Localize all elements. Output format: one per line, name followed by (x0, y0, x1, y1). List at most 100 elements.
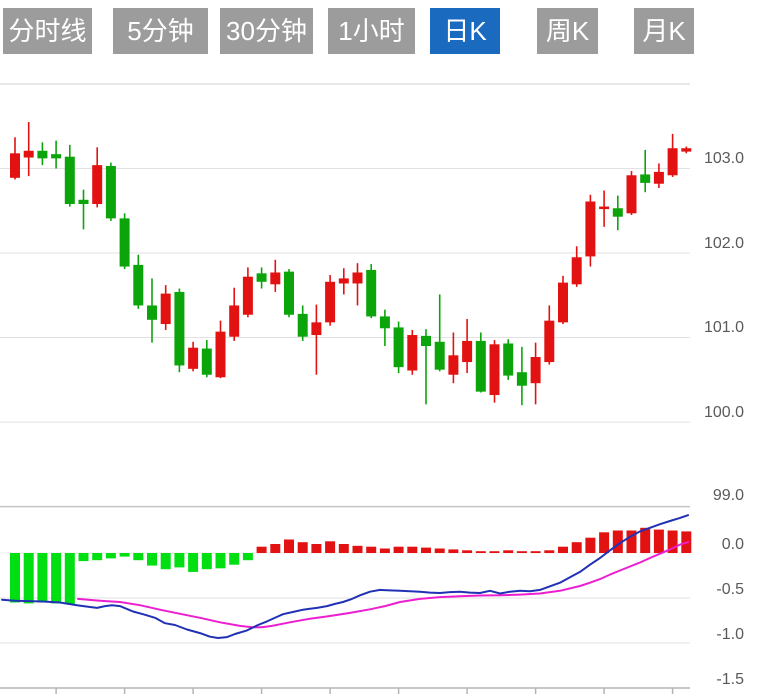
candle-body-down (379, 316, 390, 329)
tab-5min[interactable]: 5分钟 (113, 8, 208, 54)
candle-body-up (242, 276, 253, 315)
macd-histogram-bar (379, 548, 390, 553)
candle-body-down (201, 348, 212, 375)
macd-histogram-bar (242, 553, 253, 561)
macd-axis-label-0: 0.0 (721, 536, 744, 553)
macd-histogram-bar (612, 530, 623, 553)
macd-histogram-bar (393, 546, 404, 553)
macd-histogram-bar (475, 551, 486, 553)
macd-histogram-bar (10, 553, 20, 603)
tab-30min[interactable]: 30分钟 (220, 8, 313, 54)
candle-body-up (229, 305, 240, 337)
candle-body-up (352, 272, 363, 284)
candle-body-down (133, 264, 144, 306)
macd-histogram-bar (133, 553, 144, 561)
tab-weekly-k[interactable]: 周K (537, 8, 598, 54)
candle-body-down (421, 335, 431, 347)
candle-body-down (37, 150, 48, 159)
macd-histogram-bar (640, 527, 651, 553)
macd-histogram-bar (270, 544, 281, 553)
macd-histogram-bar (544, 550, 555, 553)
macd-histogram-bar (188, 553, 199, 572)
macd-histogram-bar (626, 530, 637, 553)
macd-histogram-bar (174, 553, 185, 568)
macd-histogram-bar (407, 546, 418, 553)
candle-body-down (297, 313, 308, 337)
price-axis-label-101: 101.0 (703, 319, 744, 336)
macd-histogram-bar (516, 551, 527, 553)
tab-timeline[interactable]: 分时线 (3, 8, 92, 54)
candle-body-down (366, 269, 377, 317)
candle-body-down (105, 165, 116, 219)
macd-histogram-bar (284, 539, 294, 553)
candle-body-up (462, 340, 473, 363)
price-axis-label-99: 99.0 (712, 487, 744, 504)
macd-histogram-bar (489, 551, 500, 553)
candle-body-down (393, 327, 404, 368)
macd-axis-label-m10: -1.0 (716, 626, 744, 643)
macd-histogram-bar (599, 532, 610, 553)
price-axis-label-100: 100.0 (703, 403, 744, 421)
macd-histogram-bar (51, 553, 62, 604)
candle-body-up (530, 356, 541, 384)
candle-body-up (188, 347, 199, 369)
candle-body-up (338, 278, 349, 284)
candle-body-down (64, 156, 75, 205)
candle-body-up (160, 293, 171, 325)
candle-body-up (489, 344, 500, 396)
macd-histogram-bar (653, 529, 664, 553)
candle-body-up (23, 150, 34, 158)
candle-body-up (653, 171, 664, 184)
candle-body-up (407, 335, 418, 371)
candle-body-down (78, 199, 89, 205)
macd-histogram-bar (23, 553, 34, 604)
macd-histogram-bar (448, 549, 459, 553)
candle-body-up (626, 175, 637, 214)
macd-histogram-bar (503, 550, 514, 553)
macd-histogram-bar (147, 553, 157, 566)
dif-line (1, 514, 689, 639)
price-axis-label-103: 103.0 (703, 150, 744, 167)
macd-histogram-bar (119, 553, 130, 557)
candle-body-up (270, 272, 281, 285)
macd-histogram-bar (92, 553, 103, 561)
macd-histogram-bar (215, 553, 226, 569)
candle-body-up (311, 322, 322, 336)
candle-body-up (92, 165, 103, 205)
candle-body-down (256, 273, 267, 282)
candle-body-down (516, 372, 527, 386)
macd-histogram-bar (585, 537, 596, 553)
macd-histogram-bar (571, 542, 582, 553)
macd-axis-label-m15: -1.5 (716, 671, 744, 688)
candle-body-down (434, 341, 445, 370)
macd-histogram-bar (105, 553, 116, 559)
macd-axis-label-m05: -0.5 (716, 581, 744, 598)
candle-body-up (599, 206, 610, 210)
macd-histogram-bar (78, 553, 89, 562)
macd-histogram-bar (366, 546, 377, 553)
candle-body-up (571, 257, 582, 285)
macd-histogram-bar (37, 553, 48, 603)
tab-monthly-k[interactable]: 月K (634, 8, 694, 54)
macd-histogram-bar (311, 544, 322, 553)
macd-histogram-bar (64, 553, 75, 605)
macd-histogram-bar (201, 553, 212, 570)
candle-body-up (448, 355, 459, 375)
candle-body-up (10, 153, 20, 178)
macd-histogram-bar (462, 550, 473, 553)
macd-histogram-bar (530, 551, 541, 553)
candle-body-down (612, 208, 623, 217)
candle-body-up (325, 281, 336, 323)
tab-daily-k[interactable]: 日K (430, 8, 500, 54)
candle-body-down (475, 340, 486, 392)
macd-histogram-bar (352, 545, 363, 553)
tab-1hour[interactable]: 1小时 (328, 8, 415, 54)
macd-histogram-bar (297, 542, 308, 553)
macd-histogram-bar (421, 547, 431, 553)
macd-histogram-bar (325, 541, 336, 553)
candle-body-up (585, 201, 596, 257)
macd-histogram-bar (338, 544, 349, 553)
price-axis-label-102: 102.0 (703, 234, 744, 252)
